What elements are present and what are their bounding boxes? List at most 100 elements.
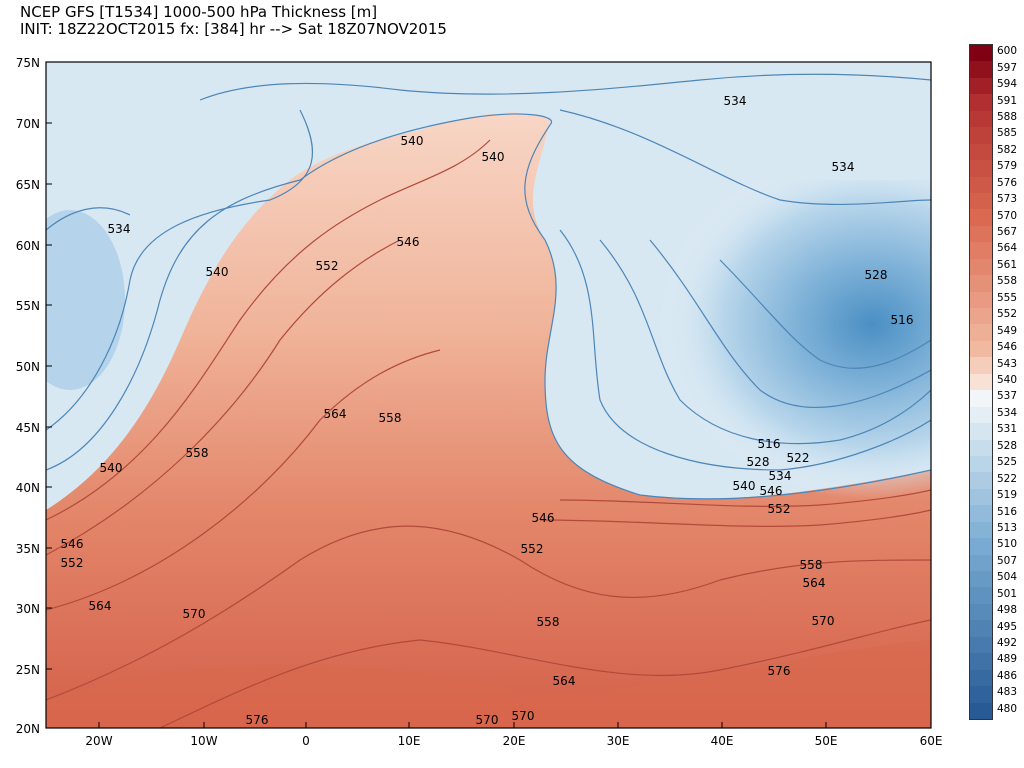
- field-layer: [46, 62, 931, 728]
- contour-label: 552: [61, 556, 84, 570]
- colorbar-swatch: [970, 45, 992, 62]
- lat-label: 75N: [16, 56, 40, 70]
- colorbar-swatch: [970, 702, 992, 720]
- lat-label: 30N: [16, 602, 40, 616]
- contour-label: 552: [521, 542, 544, 556]
- colorbar-swatch: [970, 340, 992, 358]
- colorbar-label: 549: [997, 324, 1018, 337]
- colorbar-swatch: [970, 308, 992, 325]
- colorbar-swatch: [970, 538, 992, 556]
- colorbar-swatch: [970, 587, 992, 605]
- contour-label: 564: [89, 599, 112, 613]
- colorbar-label: 492: [997, 637, 1018, 650]
- colorbar-swatch: [970, 160, 992, 177]
- colorbar-label: 519: [997, 489, 1018, 502]
- colorbar-swatch: [970, 94, 992, 112]
- colorbar-swatch: [970, 423, 992, 441]
- contour-label: 540: [482, 150, 505, 164]
- lon-label: 0: [302, 734, 310, 748]
- cool-pool-atlantic: [46, 210, 125, 390]
- lat-label: 50N: [16, 360, 40, 374]
- tick-layer: 75N 70N 65N 60N 55N 50N 45N 40N 35N 30N 25N 20N 20W 1…: [16, 56, 943, 748]
- colorbar-swatch: [970, 192, 992, 210]
- contour-label: 570: [476, 713, 499, 727]
- colorbar-swatch: [970, 505, 992, 523]
- contour-label: 534: [108, 222, 131, 236]
- contour-label: 558: [537, 615, 560, 629]
- lat-label: 40N: [16, 481, 40, 495]
- lon-label: 10W: [190, 734, 217, 748]
- colorbar-swatch: [970, 291, 992, 309]
- colorbar-label: 498: [997, 604, 1018, 617]
- contour-label: 558: [186, 446, 209, 460]
- colorbar-label: 534: [997, 406, 1018, 419]
- colorbar-label: 564: [997, 242, 1018, 255]
- colorbar-swatch: [970, 373, 992, 391]
- colorbar-label: 588: [997, 110, 1018, 123]
- lat-label: 45N: [16, 421, 40, 435]
- contour-label: 540: [733, 479, 756, 493]
- colorbar-label: 576: [997, 176, 1018, 189]
- colorbar-label: 483: [997, 686, 1018, 699]
- colorbar-swatch: [970, 77, 992, 95]
- lon-label: 10E: [398, 734, 421, 748]
- colorbar-label: 516: [997, 505, 1018, 518]
- colorbar-swatch: [970, 275, 992, 293]
- colorbar-swatch: [970, 455, 992, 473]
- contour-label: 528: [747, 455, 770, 469]
- colorbar-label: 522: [997, 472, 1018, 485]
- contour-label: 540: [206, 265, 229, 279]
- colorbar-label: 555: [997, 291, 1018, 304]
- colorbar-label: 525: [997, 456, 1018, 469]
- hot-region: [46, 640, 931, 728]
- contour-label: 534: [724, 94, 747, 108]
- contour-label: 552: [768, 502, 791, 516]
- colorbar-swatch: [970, 653, 992, 671]
- colorbar-label: 600: [997, 45, 1018, 58]
- contour-label: 546: [61, 537, 84, 551]
- contour-label: 570: [512, 709, 535, 723]
- colorbar-swatch: [970, 209, 992, 227]
- contour-label: 564: [324, 407, 347, 421]
- contour-label: 516: [891, 313, 914, 327]
- title-line-2: INIT: 18Z22OCT2015 fx: [384] hr --> Sat …: [20, 20, 447, 38]
- colorbar-label: 552: [997, 308, 1018, 321]
- lon-label: 20W: [85, 734, 112, 748]
- lon-label: 60E: [920, 734, 943, 748]
- contour-label: 540: [401, 134, 424, 148]
- contour-label: 570: [183, 607, 206, 621]
- colorbar-label: 507: [997, 554, 1018, 567]
- lat-label: 55N: [16, 299, 40, 313]
- colorbar-swatch: [970, 258, 992, 276]
- colorbar-swatch: [970, 176, 992, 194]
- colorbar-swatch: [970, 554, 992, 572]
- colorbar-swatch: [970, 636, 992, 654]
- colorbar-label: 528: [997, 439, 1018, 452]
- colorbar-label: 531: [997, 423, 1018, 436]
- colorbar-swatch: [970, 488, 992, 506]
- warm-airmass: [46, 112, 931, 728]
- contour-label: 534: [769, 469, 792, 483]
- map-title: NCEP GFS [T1534] 1000-500 hPa Thickness …: [20, 4, 447, 38]
- colorbar-swatch: [970, 324, 992, 342]
- colorbar-label: 567: [997, 226, 1018, 239]
- colorbar-label: 594: [997, 78, 1018, 91]
- colorbar-label: 582: [997, 143, 1018, 156]
- colorbar-label: 543: [997, 357, 1018, 370]
- colorbar-swatch: [970, 143, 992, 161]
- contour-label: 576: [768, 664, 791, 678]
- colorbar-label: 579: [997, 160, 1018, 173]
- colorbar-label: 591: [997, 94, 1018, 107]
- colorbar-label: 597: [997, 61, 1018, 74]
- lat-label: 70N: [16, 117, 40, 131]
- colorbar-label: 570: [997, 209, 1018, 222]
- contour-label: 570: [812, 614, 835, 628]
- contour-label-layer: 534 540 540 534 534 540 546 552 528 516 564 558 540 5…: [61, 94, 914, 727]
- contour-lines: [46, 73, 931, 728]
- lat-label: 60N: [16, 239, 40, 253]
- lon-label: 50E: [815, 734, 838, 748]
- contour-label: 552: [316, 259, 339, 273]
- lon-label: 30E: [607, 734, 630, 748]
- contour-label: 558: [800, 558, 823, 572]
